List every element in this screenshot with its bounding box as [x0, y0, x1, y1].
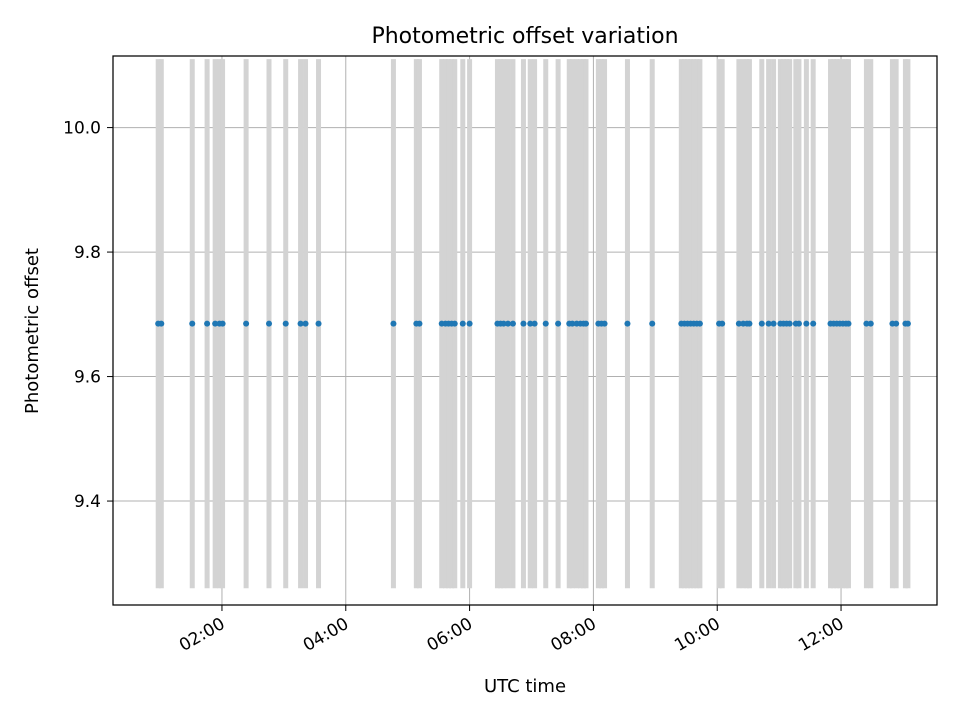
- data-point: [204, 320, 211, 327]
- data-point: [735, 320, 742, 327]
- data-point: [212, 320, 219, 327]
- data-point: [542, 320, 549, 327]
- data-point: [569, 320, 576, 327]
- data-point: [893, 320, 900, 327]
- data-point: [459, 320, 466, 327]
- data-point: [158, 320, 165, 327]
- data-point: [297, 320, 304, 327]
- data-point: [504, 320, 511, 327]
- data-point: [266, 320, 273, 327]
- data-point: [758, 320, 765, 327]
- data-point: [867, 320, 874, 327]
- data-point: [795, 320, 802, 327]
- data-point: [601, 320, 608, 327]
- data-point: [527, 320, 534, 327]
- data-point: [786, 320, 793, 327]
- data-point: [803, 320, 810, 327]
- data-point: [624, 320, 631, 327]
- y-tick-label: 10.0: [63, 119, 101, 139]
- data-point: [649, 320, 656, 327]
- data-point: [466, 320, 473, 327]
- data-point: [582, 320, 589, 327]
- data-point: [243, 320, 250, 327]
- data-point: [765, 320, 772, 327]
- data-point: [904, 320, 911, 327]
- data-point: [696, 320, 703, 327]
- x-axis-label: UTC time: [484, 676, 566, 697]
- data-point: [555, 320, 562, 327]
- data-point: [845, 320, 852, 327]
- y-tick-label: 9.4: [74, 492, 101, 512]
- data-point: [315, 320, 322, 327]
- plot-frame: [112, 55, 938, 606]
- data-point: [500, 320, 507, 327]
- y-axis-ticks: 9.4 9.6 9.8 10.0: [63, 119, 113, 512]
- data-point: [451, 320, 458, 327]
- data-point: [509, 320, 516, 327]
- data-point: [770, 320, 777, 327]
- chart-title: Photometric offset variation: [371, 24, 678, 49]
- data-point: [390, 320, 397, 327]
- data-point: [719, 320, 726, 327]
- data-point: [302, 320, 309, 327]
- data-point: [416, 320, 423, 327]
- data-point: [189, 320, 196, 327]
- y-tick-label: 9.8: [74, 243, 101, 263]
- data-point: [219, 320, 226, 327]
- data-points: [155, 320, 911, 327]
- data-point: [531, 320, 538, 327]
- data-point: [810, 320, 817, 327]
- data-point: [863, 320, 870, 327]
- data-point: [520, 320, 527, 327]
- data-point: [282, 320, 289, 327]
- data-point: [746, 320, 753, 327]
- y-axis-label: Photometric offset: [22, 248, 43, 414]
- y-tick-label: 9.6: [74, 368, 101, 388]
